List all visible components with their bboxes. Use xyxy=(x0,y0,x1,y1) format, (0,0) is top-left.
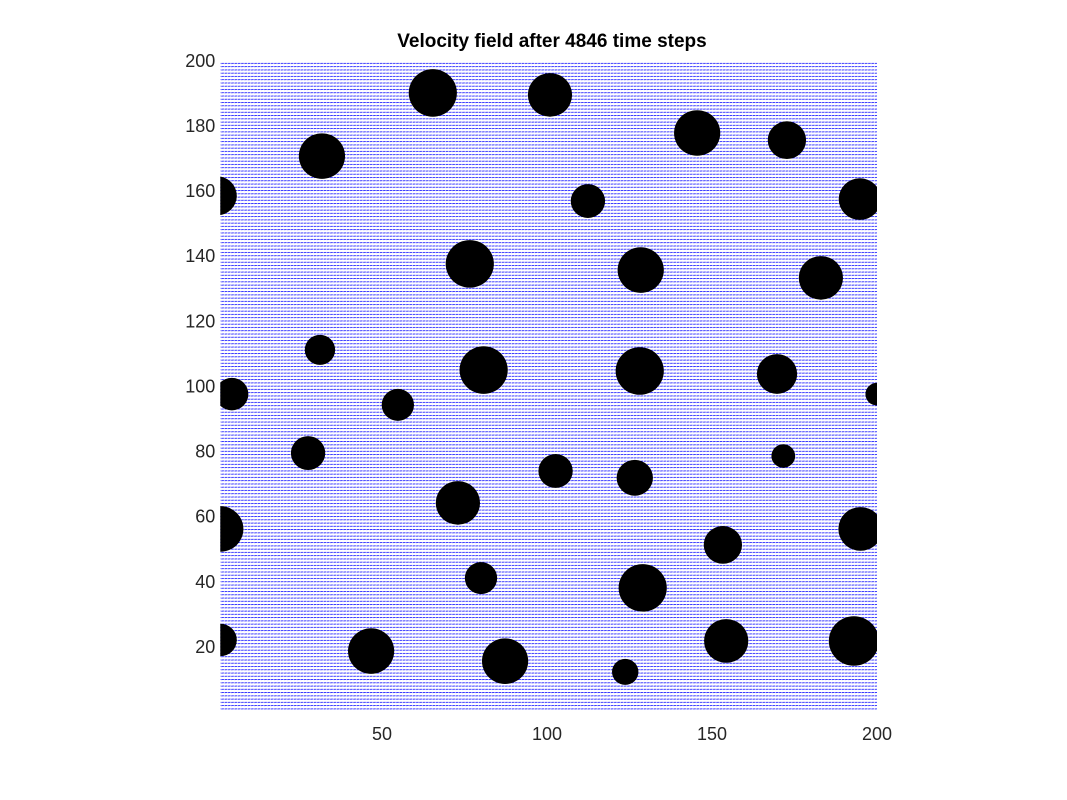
obstacle xyxy=(538,454,573,488)
obstacle xyxy=(612,658,639,685)
y-tick-label: 100 xyxy=(185,376,215,396)
y-tick-label: 180 xyxy=(185,116,215,136)
chart-title: Velocity field after 4846 time steps xyxy=(397,31,706,52)
obstacle xyxy=(674,110,721,156)
obstacle xyxy=(304,334,336,365)
obstacle xyxy=(838,507,878,551)
obstacle xyxy=(704,619,749,663)
obstacle xyxy=(464,562,498,595)
obstacle xyxy=(435,481,481,525)
obstacle xyxy=(220,506,244,552)
y-tick-label: 120 xyxy=(185,311,215,331)
obstacle xyxy=(618,564,667,612)
obstacle xyxy=(865,382,878,406)
obstacle xyxy=(527,73,573,117)
obstacle xyxy=(445,240,494,288)
obstacle xyxy=(828,616,878,666)
obstacle xyxy=(290,436,326,471)
y-tick-label: 20 xyxy=(195,637,215,657)
y-tick-label: 40 xyxy=(195,572,215,592)
obstacle xyxy=(756,354,798,394)
obstacle xyxy=(220,623,237,657)
x-tick-label: 100 xyxy=(532,724,562,744)
y-tick-label: 160 xyxy=(185,181,215,201)
y-tick-label: 140 xyxy=(185,246,215,266)
obstacle xyxy=(348,628,395,674)
x-tick-label: 50 xyxy=(372,724,392,744)
obstacle xyxy=(838,178,878,220)
obstacle xyxy=(703,526,743,564)
y-tick-label: 80 xyxy=(195,442,215,462)
obstacle xyxy=(408,69,457,117)
obstacle xyxy=(570,184,606,218)
y-tick-label: 200 xyxy=(185,51,215,71)
obstacle xyxy=(798,256,844,300)
obstacle xyxy=(771,444,796,468)
obstacle xyxy=(767,121,807,160)
obstacle xyxy=(459,346,508,394)
obstacle xyxy=(615,347,664,395)
obstacle xyxy=(381,388,415,421)
obstacles xyxy=(220,69,878,685)
obstacle xyxy=(617,247,664,293)
x-tick-label: 200 xyxy=(862,724,892,744)
obstacle xyxy=(298,133,346,179)
obstacle xyxy=(220,176,237,216)
x-tick-label: 150 xyxy=(697,724,727,744)
obstacle xyxy=(481,638,529,684)
obstacle xyxy=(220,377,249,411)
y-tick-label: 60 xyxy=(195,507,215,527)
obstacle xyxy=(616,459,653,496)
